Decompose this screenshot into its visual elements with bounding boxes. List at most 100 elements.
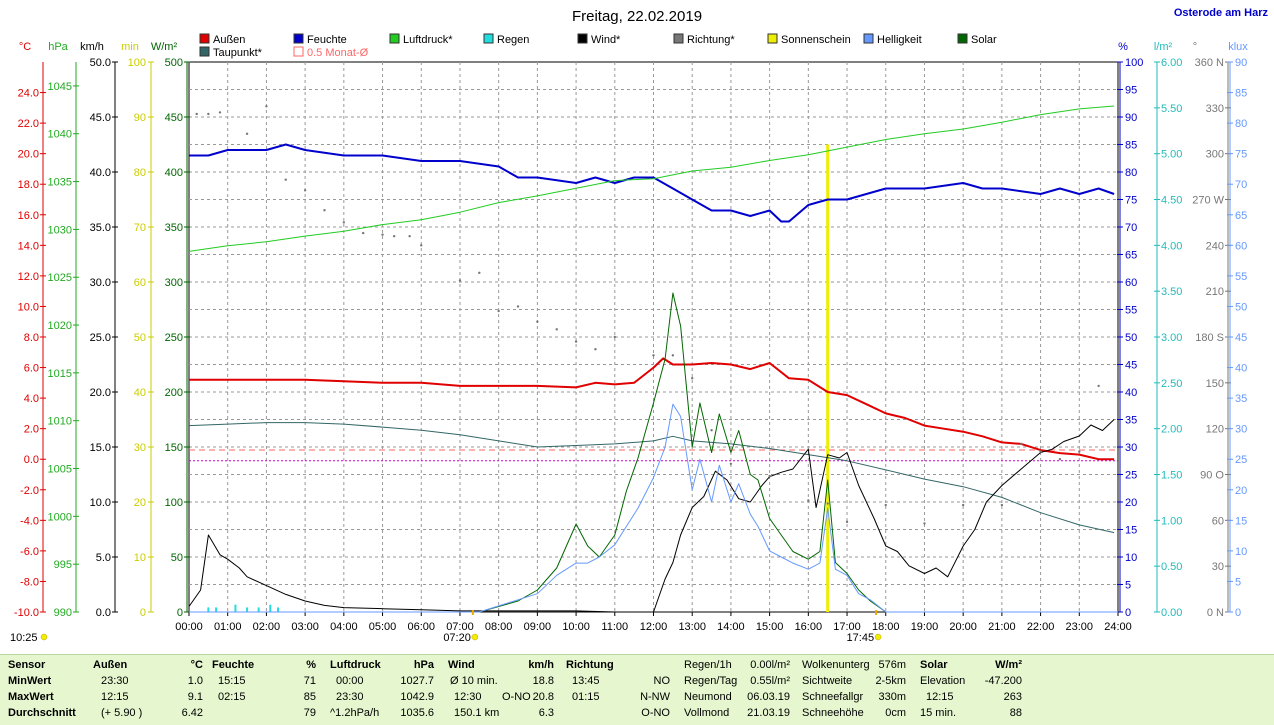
solar-label: Elevation (920, 675, 966, 687)
kmh-tick-label: 40.0 (90, 167, 111, 179)
klux-tick-label: 90 (1235, 57, 1247, 69)
x-tick-label: 22:00 (1027, 621, 1055, 633)
legend-swatch-2 (389, 33, 400, 44)
pct-tick-label: 45 (1125, 360, 1137, 372)
richtung-point (691, 377, 694, 380)
klux-tick-label: 75 (1235, 149, 1247, 161)
wind-value: 20.8 (532, 691, 554, 703)
pct-tick-label: 15 (1125, 525, 1137, 537)
lm2-tick-label: 3.50 (1161, 286, 1182, 298)
temp-tick-label: 18.0 (18, 179, 39, 191)
regen-label: Neumond (684, 691, 732, 703)
legend-label-1: Feuchte (307, 34, 347, 46)
kmh-tick-label: 10.0 (90, 497, 111, 509)
temp-tick-label: -2.0 (20, 485, 39, 497)
deg-tick-label: 180 S (1195, 332, 1224, 344)
aussen-value: 9.1 (187, 691, 203, 703)
temp-tick-label: -6.0 (20, 546, 39, 558)
pct-tick-label: 95 (1125, 85, 1137, 97)
wolken-value: 576m (878, 659, 906, 671)
footer-solar: Solar W/m² Elevation -47.200 12:15 263 15 m… (920, 657, 1022, 721)
temp-tick-label: -10.0 (14, 607, 39, 619)
wind-dir: O-NO (502, 691, 531, 703)
regen-value: 21.03.19 (747, 707, 790, 719)
solar-head: Solar (920, 659, 948, 671)
lm2-tick-label: 0.50 (1161, 561, 1182, 573)
x-tick-label: 01:00 (214, 621, 242, 633)
luftdruck-head: Luftdruck (330, 659, 381, 671)
richtung-point (516, 305, 520, 308)
klux-tick-label: 85 (1235, 88, 1247, 100)
footer-durchschnitt: Durchschnitt (8, 707, 76, 719)
hpa-tick-label: 1015 (48, 368, 72, 380)
unit-header-4: W/m² (151, 41, 178, 53)
wolken-label: Wolkenunterg (802, 659, 870, 671)
x-tick-label: 23:00 (1066, 621, 1094, 633)
klux-tick-label: 70 (1235, 179, 1247, 191)
richtung-point (497, 309, 500, 313)
x-tick-label: 03:00 (291, 621, 319, 633)
richtung-point (729, 462, 733, 466)
rain-bar (207, 607, 210, 612)
pct-tick-label: 85 (1125, 140, 1137, 152)
hpa-tick-label: 1030 (48, 224, 72, 236)
x-tick-label: 18:00 (872, 621, 900, 633)
unit-header-6: l/m² (1154, 41, 1173, 53)
hpa-tick-label: 1005 (48, 464, 72, 476)
legend-swatch-6 (767, 33, 778, 44)
richtung-point (218, 111, 222, 114)
deg-tick-label: 300 (1206, 149, 1224, 161)
legend-swatch-4 (577, 33, 588, 44)
richtung-point (381, 233, 384, 236)
footer-luftdruck: Luftdruck hPa 00:00 1027.7 23:30 1042.9 ^1.… (330, 657, 434, 721)
wm2-tick-label: 50 (171, 552, 183, 564)
richtung-point (195, 112, 198, 116)
kmh-tick-label: 30.0 (90, 277, 111, 289)
lm2-tick-label: 5.00 (1161, 149, 1182, 161)
temp-tick-label: 4.0 (24, 393, 39, 405)
richtung-point (671, 354, 675, 357)
deg-tick-label: 60 (1212, 515, 1224, 527)
luftdruck-time: ^1.2hPa/h (330, 707, 380, 719)
richtung-point (1020, 442, 1023, 446)
solar-value: 88 (1009, 707, 1022, 719)
footer-maxwert: MaxWert (8, 691, 54, 703)
series-feuchte (189, 143, 1115, 223)
x-tick-label: 14:00 (717, 621, 745, 633)
pct-tick-label: 20 (1125, 497, 1137, 509)
temp-tick-label: -8.0 (20, 576, 39, 588)
legend-swatch-10 (293, 46, 304, 57)
x-tick-label: 19:00 (911, 621, 939, 633)
lm2-tick-label: 4.50 (1161, 195, 1182, 207)
footer-minwert: MinWert (8, 675, 52, 687)
x-tick-label: 21:00 (988, 621, 1016, 633)
sunshine-bar (826, 144, 830, 612)
richtung-point (1039, 450, 1042, 453)
legend-swatch-7 (863, 33, 874, 44)
aussen-time: 12:15 (101, 691, 129, 703)
legend-swatch-0 (199, 33, 210, 44)
deg-tick-label: 150 (1206, 378, 1224, 390)
deg-tick-label: 270 W (1192, 195, 1224, 207)
pct-tick-label: 30 (1125, 442, 1137, 454)
series-helligkeit (189, 403, 1118, 613)
temp-tick-label: 20.0 (18, 149, 39, 161)
rain-bar (269, 604, 272, 612)
series-solar (189, 292, 1118, 613)
temp-tick-label: -4.0 (20, 515, 39, 527)
left-axes: 24.0 22.0 20.0 18.0 16.0 14.0 12.0 10.0 8.0 6.0 4.… (14, 57, 190, 619)
x-axis: 00:00 01:00 02:00 03:00 04:00 05:00 06:00 07:00… (175, 612, 1132, 633)
legend-label-4: Wind* (591, 34, 621, 46)
richtung-point (265, 105, 268, 108)
lm2-tick-label: 5.50 (1161, 103, 1182, 115)
stats-footer: Sensor MinWert MaxWert Durchschnitt Auße… (0, 654, 1274, 725)
regen-value: 0.55l/m² (750, 675, 790, 687)
wm2-tick-label: 450 (165, 112, 183, 124)
x-tick-label: 02:00 (253, 621, 281, 633)
aussen-value: 1.0 (187, 675, 203, 687)
deg-tick-label: 210 (1206, 286, 1224, 298)
regen-label: Vollmond (684, 707, 730, 719)
feuchte-time: 15:15 (218, 675, 246, 687)
temp-tick-label: 14.0 (18, 240, 39, 252)
richtung-time: 13:45 (572, 675, 600, 687)
